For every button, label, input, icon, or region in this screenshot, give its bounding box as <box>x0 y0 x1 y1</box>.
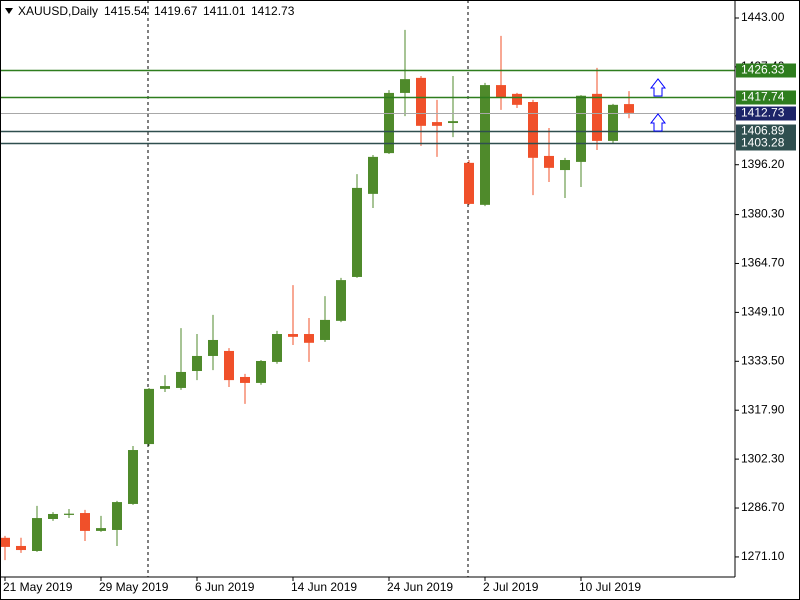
candle-body <box>336 280 346 321</box>
candle-body <box>80 513 90 531</box>
symbol: XAUUSD,Daily <box>18 4 98 18</box>
candle-body <box>224 350 234 381</box>
buy-arrow <box>649 113 667 132</box>
level-tag: 1406.89 <box>736 124 796 139</box>
quote-low: 1411.01 <box>203 4 246 18</box>
y-tick-label: 1349.10 <box>741 305 785 319</box>
quote-close: 1412.73 <box>251 4 295 18</box>
candle-body <box>160 386 170 389</box>
candle-body <box>128 450 138 504</box>
x-tick-label: 24 Jun 2019 <box>387 580 453 594</box>
candle-body <box>16 545 26 551</box>
candle-body <box>384 92 394 154</box>
candle-body <box>432 122 442 126</box>
candle-body <box>0 537 10 547</box>
candle-body <box>400 79 410 93</box>
candle-body <box>144 388 154 445</box>
level-tag-label: 1412.73 <box>741 106 785 120</box>
candle-body <box>352 187 362 277</box>
candle-body <box>304 334 314 343</box>
y-tick-label: 1443.00 <box>741 10 785 24</box>
candle-body <box>112 502 122 530</box>
candle-body <box>368 156 378 194</box>
level-tag-label: 1403.28 <box>741 136 785 150</box>
x-tick-label: 2 Jul 2019 <box>483 580 539 594</box>
candle-body <box>208 339 218 356</box>
candle-body <box>416 77 426 126</box>
y-tick-label: 1302.30 <box>741 451 785 465</box>
level-tag: 1403.28 <box>736 136 796 151</box>
plot <box>0 29 735 561</box>
candle-body <box>448 121 458 124</box>
level-tag: 1417.74 <box>736 90 796 105</box>
x-tick-label: 29 May 2019 <box>99 580 169 594</box>
level-tag-box <box>736 106 796 121</box>
candle-body <box>256 360 266 383</box>
candle-body <box>544 155 554 168</box>
y-tick-label: 1364.70 <box>741 256 785 270</box>
quote-high: 1419.67 <box>154 4 198 18</box>
candle-body <box>288 334 298 337</box>
candle-body <box>512 93 522 105</box>
y-tick-label: 1271.10 <box>741 549 785 563</box>
collapse-triangle <box>5 8 13 14</box>
candle-body <box>528 102 538 158</box>
level-tag-label: 1417.74 <box>741 90 785 104</box>
level-tag-box <box>736 136 796 151</box>
candle-body <box>272 334 282 362</box>
level-tag-label: 1426.33 <box>741 63 785 77</box>
candle-body <box>560 160 570 171</box>
level-tag-box <box>736 90 796 105</box>
level-tag-box <box>736 63 796 78</box>
candle-body <box>32 518 42 551</box>
candle-body <box>464 162 474 204</box>
y-tick-label: 1380.30 <box>741 207 785 221</box>
candle-body <box>624 104 634 113</box>
y-tick-label: 1286.70 <box>741 500 785 514</box>
level-tag: 1412.73 <box>736 106 796 121</box>
level-tag-label: 1406.89 <box>741 124 785 138</box>
y-tick-label: 1333.50 <box>741 353 785 367</box>
candle-body <box>320 319 330 340</box>
x-tick-label: 6 Jun 2019 <box>195 580 255 594</box>
y-tick-label: 1317.90 <box>741 402 785 416</box>
level-tag: 1426.33 <box>736 63 796 78</box>
x-tick-label: 21 May 2019 <box>3 580 73 594</box>
candle-body <box>192 355 202 372</box>
y-tick-label: 1396.20 <box>741 157 785 171</box>
candle-body <box>240 376 250 383</box>
x-tick-label: 14 Jun 2019 <box>291 580 357 594</box>
candle-body <box>64 513 74 515</box>
candle-body <box>496 85 506 97</box>
quote-open: 1415.54 <box>104 4 148 18</box>
candle-body <box>48 513 58 519</box>
candle-body <box>176 371 186 388</box>
candle-body <box>608 104 618 141</box>
candle-body <box>576 95 586 162</box>
candle-body <box>96 528 106 531</box>
buy-arrow <box>649 78 667 97</box>
x-tick-label: 10 Jul 2019 <box>579 580 641 594</box>
candle-body <box>592 93 602 141</box>
candle-body <box>480 85 490 205</box>
level-tag-box <box>736 124 796 139</box>
